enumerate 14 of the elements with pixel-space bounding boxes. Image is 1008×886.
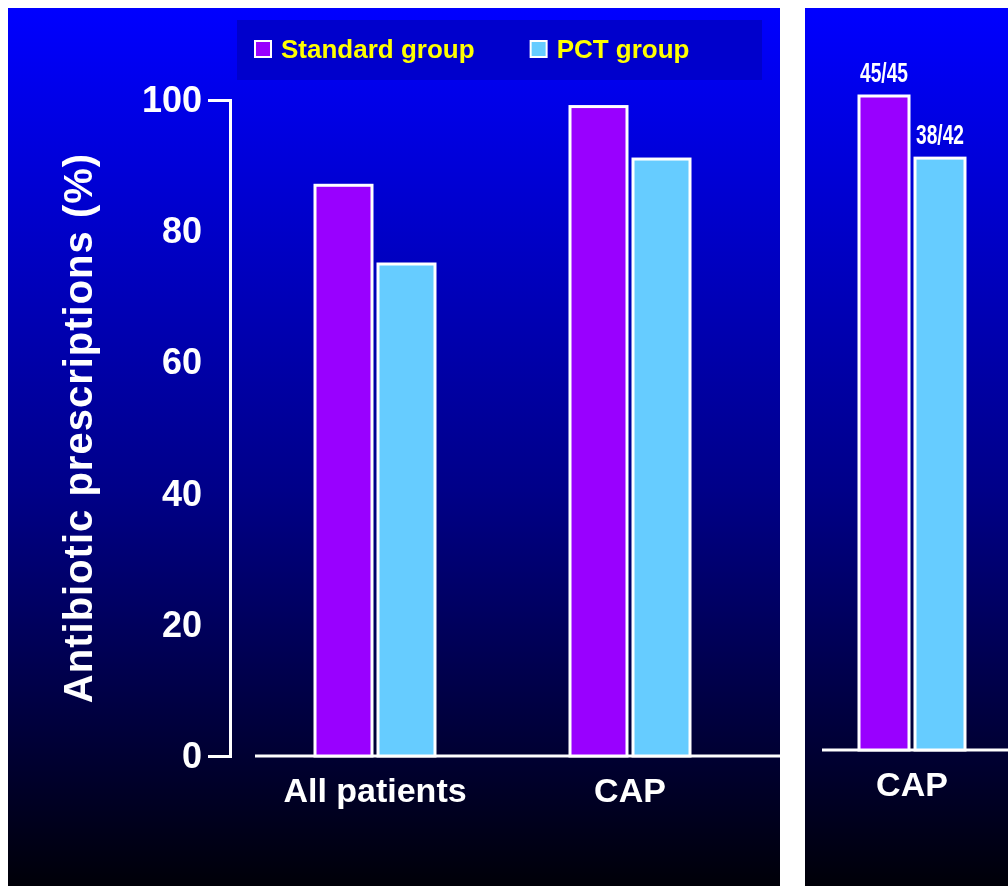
y-tick-label: 20 (161, 603, 202, 645)
x-tick-label: CAP (594, 771, 666, 809)
y-tick-label: 100 (141, 79, 202, 121)
y-tick-label: 80 (161, 210, 202, 252)
y-tick-label: 40 (161, 472, 202, 514)
legend-label: Standard group (281, 34, 475, 64)
y-tick-label: 60 (161, 341, 202, 383)
y-axis-title: Antibiotic prescriptions (%) (56, 152, 100, 704)
data-label: 38/42 (916, 119, 987, 151)
x-tick-label: All patients (283, 771, 467, 809)
x-tick-label: CAP (876, 765, 948, 803)
y-tick-label: 0 (181, 735, 202, 777)
data-label: 45/45 (860, 57, 931, 88)
legend-label: PCT group (556, 34, 690, 64)
